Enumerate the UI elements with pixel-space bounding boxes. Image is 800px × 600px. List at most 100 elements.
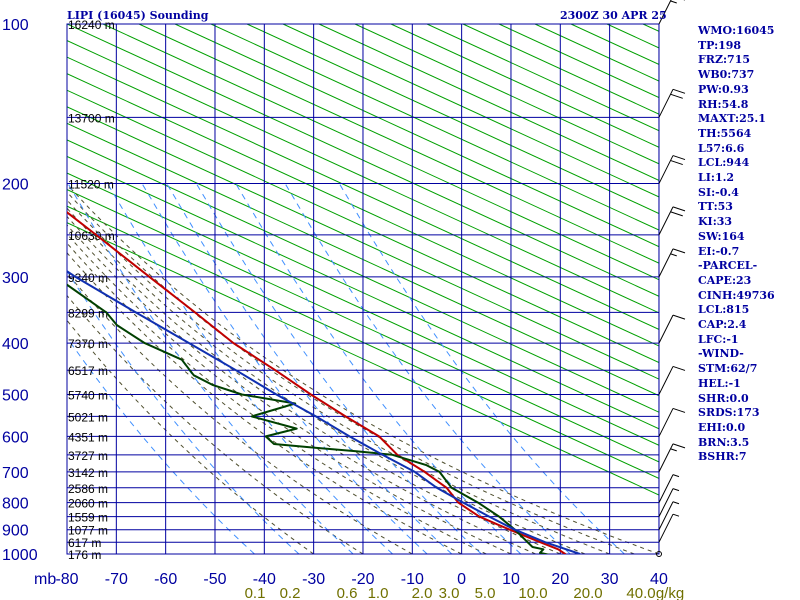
moist-adiabat-line bbox=[67, 319, 314, 554]
wind-barbs bbox=[656, 0, 686, 557]
index-row: TT:53 bbox=[698, 200, 733, 214]
temperature-tick-label: -20 bbox=[351, 571, 374, 588]
wind-barb bbox=[658, 88, 686, 118]
mixing-ratio-line bbox=[67, 183, 354, 554]
height-label: 5021 m bbox=[68, 410, 108, 424]
mixing-ratio-line bbox=[67, 336, 255, 554]
index-row: BSHR:7 bbox=[698, 450, 747, 464]
wind-barb bbox=[658, 474, 680, 503]
index-row: MAXT:25.1 bbox=[698, 112, 766, 126]
wind-barb bbox=[658, 488, 680, 517]
dry-adiabat-line bbox=[138, 24, 659, 264]
dry-adiabat-line bbox=[67, 56, 659, 330]
index-row: CINH:49736 bbox=[698, 288, 775, 302]
wind-barb bbox=[658, 155, 686, 184]
dry-adiabat-line bbox=[67, 205, 659, 480]
mixing-ratio-line bbox=[107, 183, 393, 554]
height-label: 9340 m bbox=[68, 271, 108, 285]
pressure-tick-label: 400 bbox=[2, 336, 29, 353]
moist-adiabat-line bbox=[67, 294, 364, 554]
mixing-ratio-label: g/kg bbox=[656, 585, 684, 600]
index-row: LI:1.2 bbox=[698, 171, 735, 185]
index-row: EI:-0.7 bbox=[698, 244, 740, 258]
temperature-tick-label: 10 bbox=[502, 571, 520, 588]
dry-adiabat-line bbox=[426, 24, 659, 132]
mixing-ratio-label: 1.0 bbox=[368, 585, 389, 600]
dry-adiabat-line bbox=[67, 73, 659, 347]
pressure-tick-label: 200 bbox=[2, 177, 29, 194]
pressure-tick-label: 700 bbox=[2, 465, 29, 482]
index-row: TP:198 bbox=[698, 38, 742, 52]
index-row: SHR:0.0 bbox=[698, 391, 749, 405]
index-row: RH:54.8 bbox=[698, 97, 749, 111]
dry-adiabat-line bbox=[67, 222, 659, 496]
index-row: LCL:815 bbox=[698, 303, 750, 317]
mixing-ratio-line bbox=[166, 183, 453, 554]
mixing-ratio-lines bbox=[67, 183, 625, 554]
wind-barb bbox=[658, 248, 686, 278]
temperature-tick-label: -50 bbox=[203, 571, 226, 588]
plot-frame bbox=[66, 23, 660, 555]
dry-adiabats bbox=[67, 24, 659, 496]
index-row: L57:6.6 bbox=[698, 141, 745, 155]
height-label: 1559 m bbox=[68, 511, 108, 525]
dry-adiabat-line bbox=[67, 172, 659, 446]
mixing-ratio-label: 0.1 bbox=[245, 585, 266, 600]
height-label: 176 m bbox=[68, 548, 101, 562]
dewpoint-profile-line bbox=[67, 283, 551, 554]
temperature-tick-label: 0 bbox=[457, 571, 466, 588]
height-label: 8299 m bbox=[68, 306, 108, 320]
index-row: KI:33 bbox=[698, 215, 733, 229]
height-label: 16240 m bbox=[68, 18, 115, 32]
temperature-tick-label: -80 bbox=[55, 571, 78, 588]
temperature-tick-label: -70 bbox=[105, 571, 128, 588]
dry-adiabat-line bbox=[67, 122, 659, 397]
height-label: 3142 m bbox=[68, 466, 108, 480]
dry-adiabat-line bbox=[67, 40, 659, 314]
height-label: 7370 m bbox=[68, 337, 108, 351]
station-title: LIPI (16045) Sounding bbox=[67, 9, 209, 22]
index-row: LCL:944 bbox=[698, 156, 750, 170]
pressure-tick-label: 300 bbox=[2, 270, 29, 287]
height-label: 1077 m bbox=[68, 524, 108, 538]
index-row: WB0:737 bbox=[698, 68, 755, 82]
mixing-ratio-label: 0.2 bbox=[280, 585, 301, 600]
temperature-tick-label: -10 bbox=[401, 571, 424, 588]
temperature-tick-label: 40 bbox=[650, 571, 668, 588]
mixing-ratio-line bbox=[235, 183, 522, 554]
dry-adiabat-line bbox=[318, 24, 659, 181]
mixing-ratio-line bbox=[141, 183, 428, 554]
profile-lines bbox=[67, 211, 581, 554]
index-row: SI:-0.4 bbox=[698, 185, 739, 199]
mixing-ratio-label: 0.6 bbox=[337, 585, 358, 600]
mixing-ratio-label: 2.0 bbox=[412, 585, 433, 600]
index-row: BRN:3.5 bbox=[698, 435, 750, 449]
height-label: 3727 m bbox=[68, 449, 108, 463]
dry-adiabat-line bbox=[67, 106, 659, 380]
pressure-tick-label: 1000 bbox=[2, 547, 38, 564]
wind-barb bbox=[658, 314, 686, 344]
dry-adiabat-line bbox=[282, 24, 659, 198]
dry-adiabat-line bbox=[67, 24, 659, 297]
index-row: -WIND- bbox=[698, 347, 744, 361]
dry-adiabat-line bbox=[67, 89, 659, 364]
height-label: 13700 m bbox=[68, 111, 115, 125]
index-row: LFC:-1 bbox=[698, 332, 739, 346]
mixing-ratio-line bbox=[284, 183, 571, 554]
height-label: 2060 m bbox=[68, 497, 108, 511]
moist-adiabat-line bbox=[67, 272, 413, 554]
index-row: FRZ:715 bbox=[698, 53, 751, 67]
wind-barb bbox=[658, 206, 686, 236]
pressure-tick-label: 100 bbox=[2, 17, 29, 34]
dry-adiabat-line bbox=[390, 24, 659, 148]
mixing-ratio-label: 20.0 bbox=[573, 585, 602, 600]
index-row: EHI:0.0 bbox=[698, 420, 746, 434]
mixing-ratio-line bbox=[195, 183, 482, 554]
index-row: PW:0.93 bbox=[698, 82, 749, 96]
pressure-tick-label: 600 bbox=[2, 429, 29, 446]
stability-indices-panel: WMO:16045 TP:198 FRZ:715 WB0:737 PW:0.93 RH:5… bbox=[698, 24, 798, 465]
height-label: 617 m bbox=[68, 536, 101, 550]
height-label: 11520 m bbox=[68, 178, 114, 192]
index-row: CAP:2.4 bbox=[698, 318, 747, 332]
